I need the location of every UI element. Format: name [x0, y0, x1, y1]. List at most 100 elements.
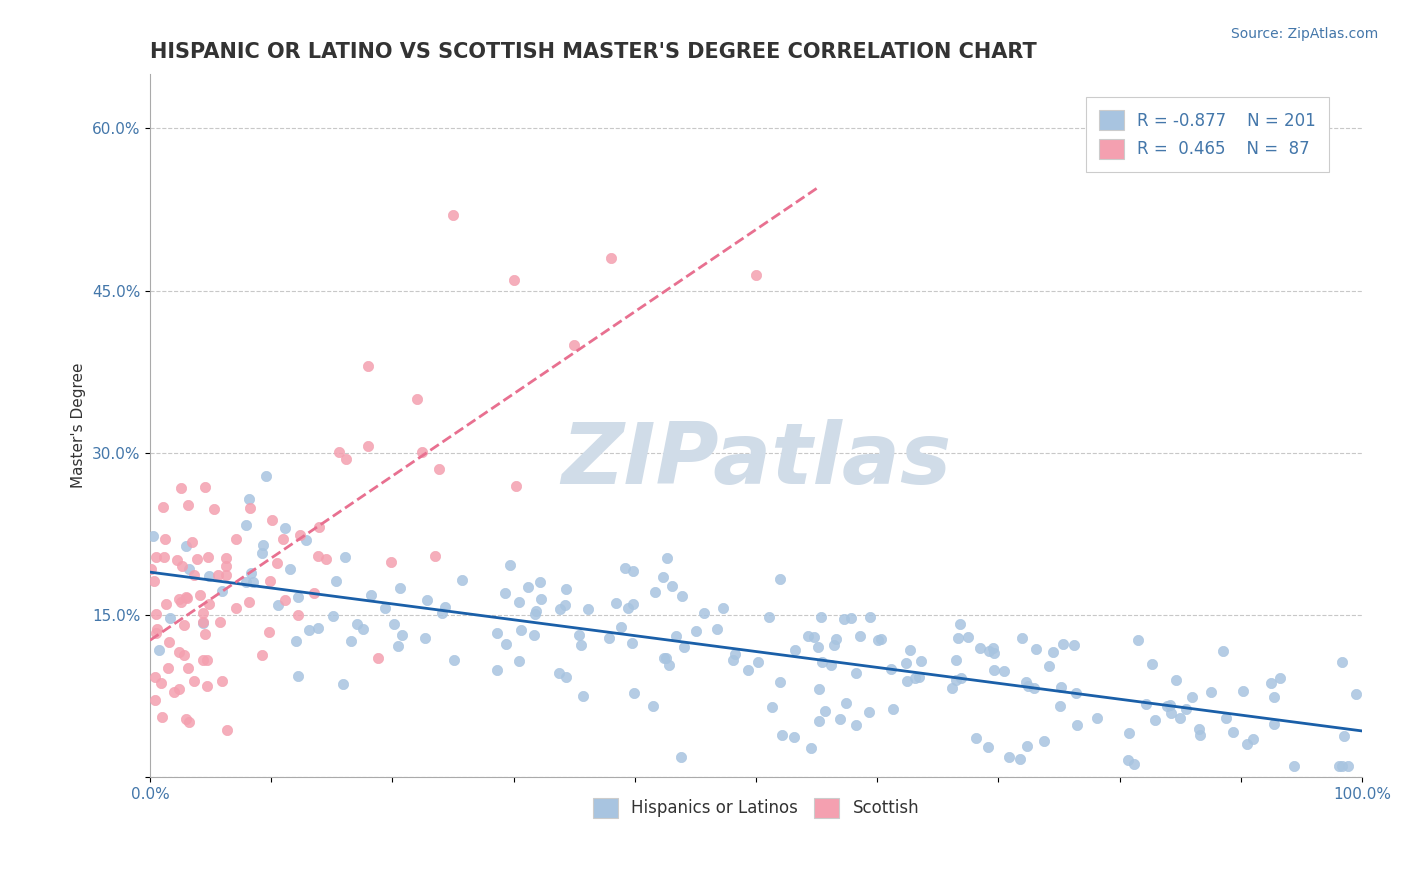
Point [411, 445, 433, 459]
Point [502, 273, 524, 287]
Point [977, 740, 1000, 755]
Point [652, 651, 675, 665]
Point [177, 660, 200, 674]
Text: HISPANIC OR LATINO VS SCOTTISH MASTER'S DEGREE CORRELATION CHART: HISPANIC OR LATINO VS SCOTTISH MASTER'S … [150, 42, 1036, 62]
Point [288, 528, 311, 542]
Point [142, 529, 165, 543]
Point [808, 682, 831, 697]
Point [183, 673, 205, 688]
Point [145, 607, 167, 621]
Point [427, 462, 450, 476]
Point [1066, 718, 1088, 732]
Point [614, 561, 637, 575]
Point [499, 558, 522, 573]
Point [859, 610, 882, 624]
Point [879, 662, 901, 676]
Point [721, 653, 744, 667]
Point [1063, 638, 1085, 652]
Point [1022, 681, 1045, 695]
Point [828, 712, 851, 726]
Point [202, 502, 225, 516]
Point [188, 588, 211, 602]
Point [494, 586, 516, 600]
Point [669, 749, 692, 764]
Point [413, 632, 436, 646]
Point [486, 663, 509, 677]
Point [211, 674, 233, 689]
Point [405, 392, 427, 406]
Point [308, 520, 330, 534]
Point [238, 492, 260, 507]
Point [307, 549, 329, 564]
Point [346, 616, 368, 631]
Point [505, 479, 527, 493]
Point [485, 625, 508, 640]
Point [287, 590, 309, 604]
Point [170, 559, 193, 574]
Point [868, 632, 890, 647]
Point [1017, 679, 1039, 693]
Point [451, 574, 474, 588]
Point [430, 606, 453, 620]
Point [803, 630, 825, 644]
Point [983, 646, 1005, 660]
Point [191, 615, 214, 630]
Point [1241, 731, 1264, 746]
Point [169, 645, 191, 659]
Point [1260, 676, 1282, 690]
Point [807, 714, 830, 729]
Point [225, 532, 247, 546]
Point [214, 550, 236, 565]
Point [945, 673, 967, 687]
Point [266, 556, 288, 570]
Point [1008, 752, 1031, 766]
Point [693, 606, 716, 620]
Point [845, 666, 868, 681]
Point [711, 601, 734, 615]
Point [170, 481, 193, 495]
Point [415, 592, 437, 607]
Point [1116, 754, 1139, 768]
Point [307, 621, 329, 635]
Point [655, 651, 678, 665]
Point [820, 657, 842, 672]
Point [555, 582, 578, 596]
Point [252, 538, 274, 552]
Point [209, 615, 232, 629]
Point [517, 580, 540, 594]
Point [832, 612, 855, 626]
Point [1263, 717, 1285, 731]
Point [956, 630, 979, 644]
Point [1331, 759, 1354, 773]
Point [1284, 759, 1306, 773]
Point [332, 677, 354, 691]
Point [605, 596, 627, 610]
Point [623, 686, 645, 700]
Point [148, 643, 170, 657]
Point [1327, 759, 1350, 773]
Point [1337, 759, 1360, 773]
Point [1160, 706, 1182, 721]
Point [1042, 645, 1064, 659]
Point [969, 640, 991, 655]
Point [143, 670, 166, 684]
Point [523, 628, 546, 642]
Point [672, 640, 695, 654]
Point [173, 648, 195, 662]
Point [758, 610, 780, 624]
Point [1118, 725, 1140, 739]
Point [157, 635, 180, 649]
Legend: Hispanics or Latinos, Scottish: Hispanics or Latinos, Scottish [586, 791, 927, 825]
Point [1180, 690, 1202, 705]
Point [434, 599, 457, 614]
Point [382, 617, 405, 632]
Point [304, 585, 326, 599]
Point [983, 663, 1005, 677]
Point [194, 627, 217, 641]
Point [858, 705, 880, 719]
Point [145, 549, 167, 564]
Point [163, 685, 186, 699]
Point [142, 574, 165, 589]
Point [215, 558, 238, 573]
Point [839, 611, 862, 625]
